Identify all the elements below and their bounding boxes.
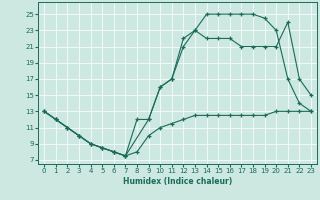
- X-axis label: Humidex (Indice chaleur): Humidex (Indice chaleur): [123, 177, 232, 186]
